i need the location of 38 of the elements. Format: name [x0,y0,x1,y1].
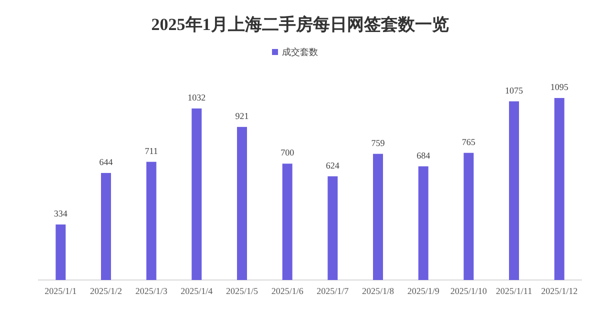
data-label: 700 [280,148,295,158]
data-label: 759 [371,138,386,148]
data-label: 765 [462,136,476,147]
bar [282,164,292,280]
x-tick-label: 2025/1/10 [450,286,488,296]
x-tick-label: 2025/1/8 [362,286,394,296]
bar [56,224,66,280]
data-label: 921 [235,110,249,121]
bar [418,166,428,280]
bar [101,172,111,280]
x-tick-label: 2025/1/11 [496,286,532,296]
bar [328,176,338,280]
bar [554,98,564,280]
data-label: 711 [144,146,158,156]
x-tick-label: 2025/1/1 [44,286,77,296]
bar [373,154,383,280]
data-label: 644 [99,156,114,167]
x-tick-label: 2025/1/3 [135,286,168,296]
x-tick-label: 2025/1/2 [90,286,122,296]
x-tick-label: 2025/1/6 [271,286,304,296]
x-tick-label: 2025/1/5 [226,286,258,296]
data-label: 624 [326,160,340,170]
data-label: 1095 [550,82,569,92]
data-label: 1075 [505,85,524,96]
bar [146,162,156,280]
x-tick-label: 2025/1/9 [407,286,440,296]
data-label: 1032 [188,92,206,102]
bar [237,126,247,280]
chart-title: 2025年1月上海二手房每日网签套数一览 [151,15,449,34]
bar [192,108,202,280]
bar [464,152,474,280]
legend-label: 成交套数 [282,47,318,57]
data-label: 684 [416,150,431,160]
bar [509,101,519,280]
x-tick-label: 2025/1/12 [541,286,578,296]
x-tick-label: 2025/1/7 [316,286,350,296]
x-tick-label: 2025/1/4 [180,286,214,296]
data-label: 334 [54,208,68,218]
